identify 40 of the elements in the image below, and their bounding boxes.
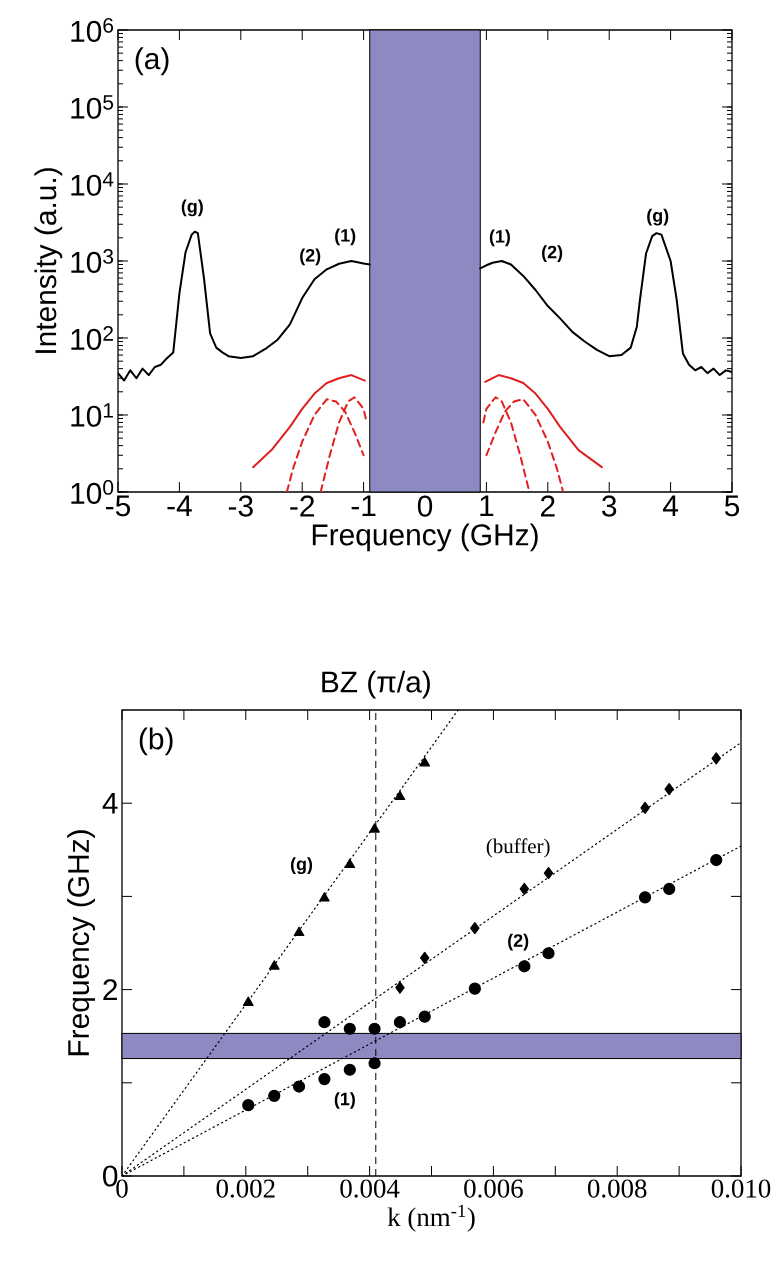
annotation: (g) bbox=[181, 199, 203, 217]
annotation: (buffer) bbox=[486, 838, 550, 858]
x-tick-label: -2 bbox=[290, 495, 314, 517]
x-tick-label: -4 bbox=[167, 495, 192, 517]
x-tick-label: -1 bbox=[351, 495, 376, 517]
annotation: (1) bbox=[335, 228, 356, 246]
x-tick-label: -3 bbox=[228, 495, 253, 517]
x-tick-label: 5 bbox=[724, 495, 740, 517]
annotation: (g) bbox=[290, 857, 313, 875]
y-tick-label: 2 bbox=[103, 979, 117, 1001]
x-axis-title: k (nm$^{-1}$) bbox=[387, 1204, 475, 1232]
y-tick-label: 10$^{5}$ bbox=[71, 95, 114, 119]
x-tick-label: 0.008 bbox=[587, 1179, 647, 1198]
y-tick-label: 10$^{4}$ bbox=[71, 172, 114, 196]
x-tick-label: 0.006 bbox=[464, 1179, 523, 1198]
x-tick-label: 0.004 bbox=[340, 1179, 400, 1198]
ref-line-label: BZ (π/a) bbox=[322, 670, 430, 699]
y-tick-label: 10$^{6}$ bbox=[71, 18, 114, 42]
x-tick-label: 0.010 bbox=[711, 1179, 771, 1198]
annotation: (2) bbox=[300, 248, 321, 266]
x-tick-label: 3 bbox=[602, 495, 617, 517]
x-tick-label: 0 bbox=[417, 495, 433, 517]
y-axis-title: Intensity (a.u.) bbox=[34, 168, 63, 353]
annotation: (2) bbox=[508, 933, 529, 951]
annotation: (1) bbox=[489, 229, 510, 247]
annotation: (a) bbox=[135, 47, 169, 76]
annotation: (g) bbox=[647, 208, 669, 226]
y-tick-label: 10$^{3}$ bbox=[71, 249, 114, 273]
annotation: (b) bbox=[139, 727, 173, 756]
x-tick-label: 0.002 bbox=[216, 1179, 275, 1198]
y-tick-label: 4 bbox=[102, 792, 118, 814]
x-tick-label: 1 bbox=[480, 495, 494, 517]
x-tick-label: 2 bbox=[540, 495, 555, 517]
annotation: (2) bbox=[542, 245, 563, 262]
x-axis-title: Frequency (GHz) bbox=[312, 523, 538, 552]
y-tick-label: 10$^{1}$ bbox=[71, 403, 113, 427]
annotation: (1) bbox=[334, 1092, 355, 1109]
y-tick-label: 10$^{2}$ bbox=[71, 326, 113, 350]
y-axis-title: Frequency (GHz) bbox=[67, 830, 96, 1056]
x-tick-label: 4 bbox=[662, 495, 679, 517]
